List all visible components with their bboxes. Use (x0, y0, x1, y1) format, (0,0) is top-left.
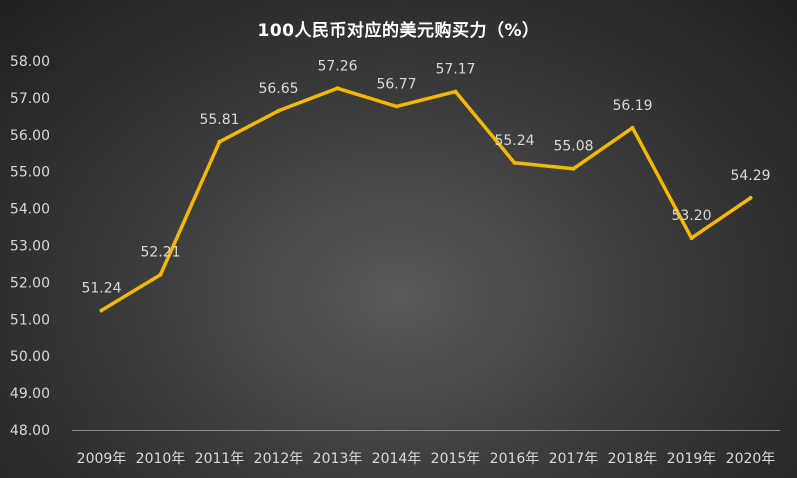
x-tick-label: 2012年 (254, 451, 304, 467)
data-label: 56.65 (258, 81, 298, 97)
chart-title: 100人民币对应的美元购买力（%） (257, 21, 540, 41)
x-tick-label: 2019年 (667, 451, 717, 467)
data-point (571, 166, 576, 171)
data-point (158, 272, 163, 277)
x-tick-label: 2020年 (726, 451, 776, 467)
data-point (394, 104, 399, 109)
data-label: 54.29 (730, 168, 770, 184)
y-tick-label: 50.00 (10, 349, 50, 365)
series-line (99, 86, 753, 313)
x-tick-label: 2010年 (136, 451, 186, 467)
data-label: 55.24 (494, 133, 534, 149)
x-tick-label: 2009年 (77, 451, 127, 467)
data-label: 52.21 (140, 245, 180, 261)
data-label: 56.19 (612, 98, 652, 114)
data-label: 51.24 (81, 280, 121, 296)
data-label: 57.17 (435, 62, 475, 78)
y-tick-label: 51.00 (10, 312, 50, 328)
x-tick-label: 2017年 (549, 451, 599, 467)
data-label: 56.77 (376, 76, 416, 92)
y-tick-label: 56.00 (10, 128, 50, 144)
data-point (630, 125, 635, 130)
y-tick-label: 53.00 (10, 239, 50, 255)
x-tick-label: 2015年 (431, 451, 481, 467)
data-point (689, 236, 694, 241)
data-point (748, 195, 753, 200)
x-tick-label: 2013年 (313, 451, 363, 467)
data-point (99, 308, 104, 313)
data-point (335, 86, 340, 91)
y-tick-label: 48.00 (10, 423, 50, 439)
data-point (276, 108, 281, 113)
x-tick-label: 2014年 (372, 451, 422, 467)
y-tick-label: 52.00 (10, 275, 50, 291)
data-point (217, 139, 222, 144)
y-tick-label: 57.00 (10, 91, 50, 107)
y-tick-label: 58.00 (10, 54, 50, 70)
x-tick-label: 2016年 (490, 451, 540, 467)
data-label: 55.81 (199, 112, 239, 128)
x-tick-label: 2011年 (195, 451, 245, 467)
data-label: 55.08 (553, 139, 593, 155)
y-tick-label: 49.00 (10, 386, 50, 402)
data-label: 53.20 (671, 208, 711, 224)
y-tick-label: 54.00 (10, 202, 50, 218)
x-tick-label: 2018年 (608, 451, 658, 467)
data-label: 57.26 (317, 58, 357, 74)
data-point (453, 89, 458, 94)
data-point (512, 160, 517, 165)
y-tick-label: 55.00 (10, 165, 50, 181)
